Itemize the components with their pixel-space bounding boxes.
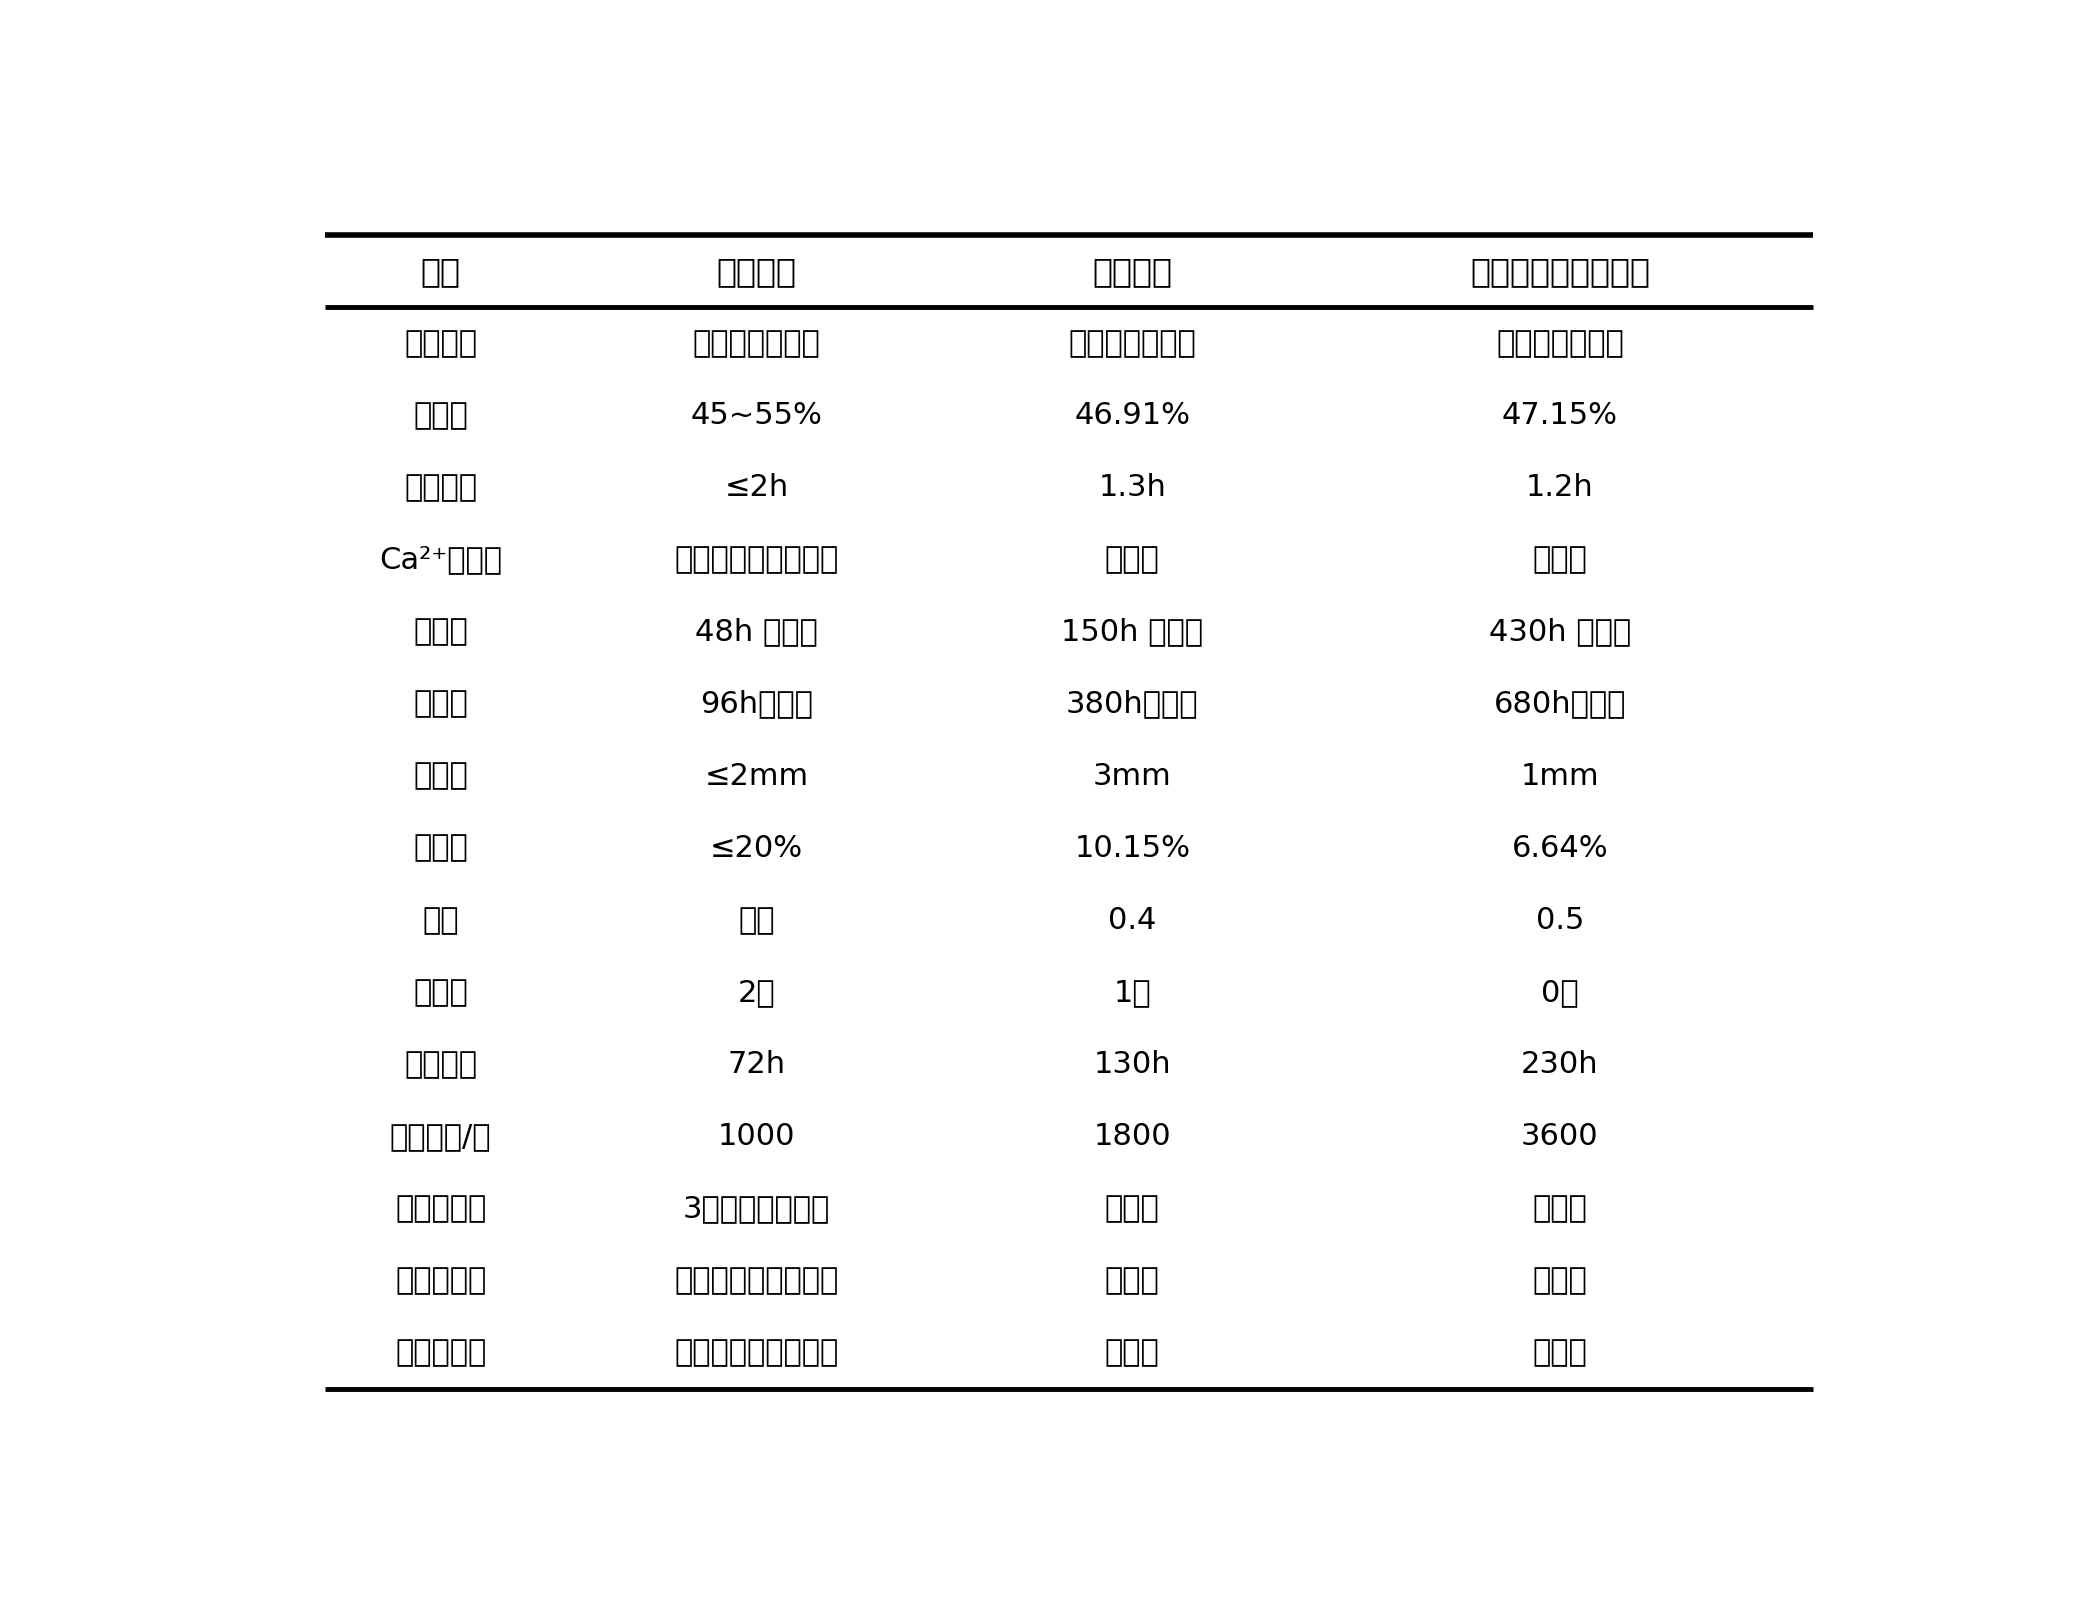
Text: 680h无异常: 680h无异常 bbox=[1494, 689, 1627, 718]
Text: 吸水率: 吸水率 bbox=[413, 833, 467, 862]
Text: 1.3h: 1.3h bbox=[1099, 473, 1166, 501]
Text: ≤2h: ≤2h bbox=[724, 473, 789, 501]
Text: 冻融稳定性: 冻融稳定性 bbox=[394, 1193, 486, 1222]
Text: 1.2h: 1.2h bbox=[1527, 473, 1594, 501]
Text: 无异常: 无异常 bbox=[1533, 1266, 1587, 1294]
Text: 技术指标: 技术指标 bbox=[718, 255, 797, 288]
Text: 无异常: 无异常 bbox=[1106, 1338, 1160, 1367]
Text: 蓝光乳白色液体: 蓝光乳白色液体 bbox=[1068, 328, 1195, 357]
Text: 氟单体改性苯丙乳液: 氟单体改性苯丙乳液 bbox=[1471, 255, 1650, 288]
Text: 耐擦洗性/次: 耐擦洗性/次 bbox=[390, 1121, 492, 1150]
Text: 不破乳无明显絮凝物: 不破乳无明显絮凝物 bbox=[674, 1266, 839, 1294]
Text: 无沉淀、絮凝、分层: 无沉淀、絮凝、分层 bbox=[674, 545, 839, 574]
Text: 46.91%: 46.91% bbox=[1074, 400, 1191, 429]
Text: 乳液外观: 乳液外观 bbox=[405, 328, 478, 357]
Text: 苯丙乳液: 苯丙乳液 bbox=[1093, 255, 1172, 288]
Text: 96h无异常: 96h无异常 bbox=[701, 689, 814, 718]
Text: 0.5: 0.5 bbox=[1535, 905, 1583, 934]
Text: 固含量: 固含量 bbox=[413, 400, 467, 429]
Text: 耐盐雾性: 耐盐雾性 bbox=[405, 1049, 478, 1078]
Text: 无异常: 无异常 bbox=[1533, 545, 1587, 574]
Text: 蓝光乳白色液体: 蓝光乳白色液体 bbox=[1496, 328, 1623, 357]
Text: 47.15%: 47.15% bbox=[1502, 400, 1619, 429]
Text: 45~55%: 45~55% bbox=[690, 400, 822, 429]
Text: 3600: 3600 bbox=[1521, 1121, 1598, 1150]
Text: 380h无异常: 380h无异常 bbox=[1066, 689, 1199, 718]
Text: 无异常: 无异常 bbox=[1533, 1193, 1587, 1222]
Text: 项目: 项目 bbox=[421, 255, 461, 288]
Text: 无异常: 无异常 bbox=[1533, 1338, 1587, 1367]
Text: 蓝光乳白色液体: 蓝光乳白色液体 bbox=[693, 328, 820, 357]
Text: 230h: 230h bbox=[1521, 1049, 1598, 1078]
Text: 机械稳定性: 机械稳定性 bbox=[394, 1266, 486, 1294]
Text: 附着力: 附着力 bbox=[413, 977, 467, 1006]
Text: 72h: 72h bbox=[728, 1049, 786, 1078]
Text: 1级: 1级 bbox=[1114, 977, 1151, 1006]
Text: 表干时间: 表干时间 bbox=[405, 473, 478, 501]
Text: 130h: 130h bbox=[1093, 1049, 1170, 1078]
Text: Ca²⁺稳定性: Ca²⁺稳定性 bbox=[380, 545, 503, 574]
Text: 1800: 1800 bbox=[1093, 1121, 1170, 1150]
Text: 3mm: 3mm bbox=[1093, 761, 1172, 790]
Text: 耐碱性: 耐碱性 bbox=[413, 617, 467, 646]
Text: ≤2mm: ≤2mm bbox=[705, 761, 809, 790]
Text: 商定: 商定 bbox=[738, 905, 776, 934]
Text: 1000: 1000 bbox=[718, 1121, 795, 1150]
Text: 1mm: 1mm bbox=[1521, 761, 1600, 790]
Text: 2级: 2级 bbox=[738, 977, 776, 1006]
Text: 无异常: 无异常 bbox=[1106, 545, 1160, 574]
Text: 6.64%: 6.64% bbox=[1512, 833, 1608, 862]
Text: 48h 无异常: 48h 无异常 bbox=[695, 617, 818, 646]
Text: 430h 无异常: 430h 无异常 bbox=[1489, 617, 1631, 646]
Text: 稀释稳定性: 稀释稳定性 bbox=[394, 1338, 486, 1367]
Text: 3个循环无絮凝物: 3个循环无絮凝物 bbox=[682, 1193, 830, 1222]
Text: 0级: 0级 bbox=[1542, 977, 1579, 1006]
Text: 柔韧性: 柔韧性 bbox=[413, 761, 467, 790]
Text: 耐水性: 耐水性 bbox=[413, 689, 467, 718]
Text: 150h 无异常: 150h 无异常 bbox=[1062, 617, 1204, 646]
Text: ≤20%: ≤20% bbox=[709, 833, 803, 862]
Text: 0.4: 0.4 bbox=[1108, 905, 1156, 934]
Text: 10.15%: 10.15% bbox=[1074, 833, 1191, 862]
Text: 硬度: 硬度 bbox=[423, 905, 459, 934]
Text: 无分层无沉淀无絮凝: 无分层无沉淀无絮凝 bbox=[674, 1338, 839, 1367]
Text: 无异常: 无异常 bbox=[1106, 1266, 1160, 1294]
Text: 无异常: 无异常 bbox=[1106, 1193, 1160, 1222]
